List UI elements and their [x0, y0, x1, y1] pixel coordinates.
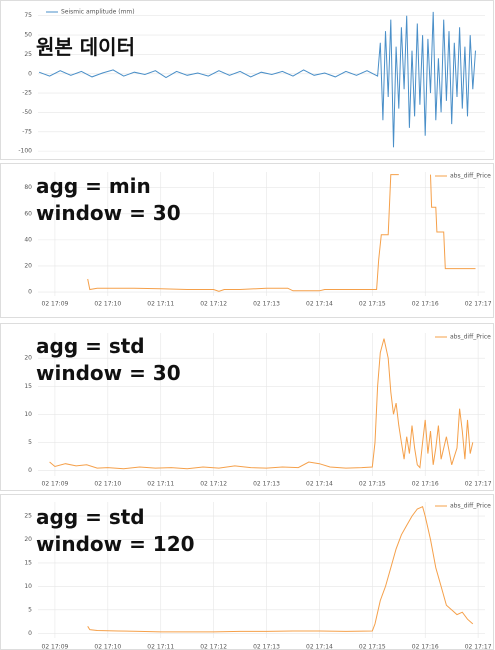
y-tick-label: 50 — [24, 32, 32, 39]
x-tick-label: 02 17:17 — [465, 301, 492, 308]
series-line — [87, 174, 476, 292]
annotation: agg = min — [36, 174, 151, 198]
x-tick-label: 02 17:13 — [253, 644, 280, 650]
x-tick-label: 02 17:09 — [42, 301, 69, 308]
x-tick-label: 02 17:13 — [253, 301, 280, 308]
x-tick-label: 02 17:13 — [253, 481, 280, 488]
x-tick-label: 02 17:12 — [200, 644, 227, 650]
annotation: window = 30 — [36, 201, 181, 225]
x-tick-label: 02 17:15 — [359, 481, 386, 488]
annotation: window = 120 — [36, 532, 195, 556]
x-tick-label: 02 17:14 — [306, 644, 333, 650]
y-tick-label: 10 — [24, 583, 32, 590]
legend-label: abs_diff_Price — [450, 173, 491, 180]
annotation: 원본 데이터 — [36, 35, 135, 59]
legend-label: abs_diff_Price — [450, 334, 491, 341]
x-tick-label: 02 17:10 — [94, 644, 121, 650]
y-tick-label: 20 — [24, 262, 32, 269]
y-tick-label: -100 — [18, 148, 32, 155]
y-tick-label: -25 — [22, 90, 32, 97]
y-tick-label: 15 — [24, 559, 32, 566]
y-tick-label: 75 — [24, 12, 32, 19]
y-tick-label: 80 — [24, 184, 32, 191]
legend-label: abs_diff_Price — [450, 503, 491, 510]
x-tick-label: 02 17:11 — [147, 481, 174, 488]
x-tick-label: 02 17:09 — [42, 644, 69, 650]
y-tick-label: -75 — [22, 128, 32, 135]
x-tick-label: 02 17:09 — [42, 481, 69, 488]
x-tick-label: 02 17:14 — [306, 301, 333, 308]
series-line — [38, 11, 476, 148]
y-tick-label: 5 — [28, 439, 32, 446]
y-tick-label: 5 — [28, 606, 32, 613]
y-tick-label: 20 — [24, 355, 32, 362]
x-tick-label: 02 17:16 — [412, 301, 439, 308]
x-tick-label: 02 17:17 — [465, 481, 492, 488]
series-line — [49, 338, 474, 470]
y-tick-label: 10 — [24, 411, 32, 418]
annotation: window = 30 — [36, 361, 181, 385]
y-tick-label: 20 — [24, 536, 32, 543]
x-tick-label: 02 17:16 — [412, 481, 439, 488]
x-tick-label: 02 17:10 — [94, 481, 121, 488]
legend-label: Seismic amplitude (mm) — [61, 9, 135, 16]
x-tick-label: 02 17:10 — [94, 301, 121, 308]
annotation: agg = std — [36, 334, 145, 358]
x-tick-label: 02 17:16 — [412, 644, 439, 650]
y-tick-label: 25 — [24, 51, 32, 58]
y-tick-label: 0 — [28, 630, 32, 637]
x-tick-label: 02 17:12 — [200, 481, 227, 488]
x-tick-label: 02 17:14 — [306, 481, 333, 488]
y-tick-label: 15 — [24, 383, 32, 390]
y-tick-label: 0 — [28, 467, 32, 474]
y-tick-label: 0 — [28, 70, 32, 77]
x-tick-label: 02 17:12 — [200, 301, 227, 308]
x-tick-label: 02 17:17 — [465, 644, 492, 650]
x-tick-label: 02 17:11 — [147, 301, 174, 308]
annotation: agg = std — [36, 505, 145, 529]
y-tick-label: 0 — [28, 289, 32, 296]
y-tick-label: 25 — [24, 513, 32, 520]
x-tick-label: 02 17:15 — [359, 644, 386, 650]
panel-frame — [0, 323, 494, 491]
x-tick-label: 02 17:11 — [147, 644, 174, 650]
y-tick-label: 40 — [24, 236, 32, 243]
y-tick-label: 60 — [24, 210, 32, 217]
x-tick-label: 02 17:15 — [359, 301, 386, 308]
series-line — [87, 506, 474, 633]
y-tick-label: -50 — [22, 109, 32, 116]
